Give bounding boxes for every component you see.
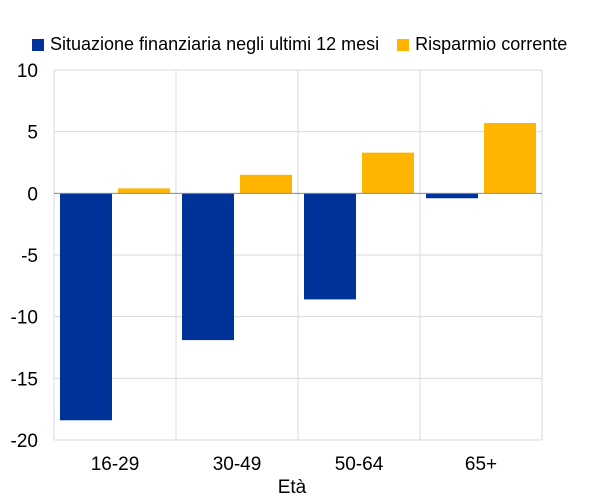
bar-series-1-16-29 [60, 193, 112, 421]
x-tick-label-3: 65+ [465, 454, 497, 475]
legend-swatch-series-1 [32, 38, 44, 51]
y-tick-label-0: 10 [17, 61, 38, 82]
legend: Situazione finanziaria negli ultimi 12 m… [32, 34, 567, 55]
bar-series-1-65+ [426, 193, 478, 199]
bar-series-1-30-49 [182, 193, 234, 341]
y-tick-label-4: -10 [11, 308, 38, 329]
y-tick-label-6: -20 [11, 431, 38, 452]
x-tick-label-0: 16-29 [91, 454, 140, 475]
bar-series-2-65+ [484, 123, 536, 194]
legend-swatch-series-2 [397, 38, 410, 51]
y-tick-label-3: -5 [21, 246, 38, 267]
y-tick-label-5: -15 [11, 369, 38, 390]
x-axis-title: Età [278, 477, 307, 498]
x-tick-label-2: 50-64 [335, 454, 384, 475]
legend-label-series-2: Risparmio corrente [415, 34, 568, 54]
bar-series-2-30-49 [240, 174, 292, 194]
bar-series-1-50-64 [304, 193, 356, 300]
legend-item-series-2: Risparmio corrente [397, 34, 567, 55]
y-tick-label-2: 0 [27, 184, 38, 205]
legend-label-series-1: Situazione finanziaria negli ultimi 12 m… [50, 34, 380, 54]
y-tick-label-1: 5 [27, 123, 38, 144]
bar-series-2-50-64 [362, 152, 414, 194]
bar-series-2-16-29 [118, 188, 170, 194]
x-tick-label-1: 30-49 [213, 454, 262, 475]
legend-item-series-1: Situazione finanziaria negli ultimi 12 m… [32, 34, 379, 55]
